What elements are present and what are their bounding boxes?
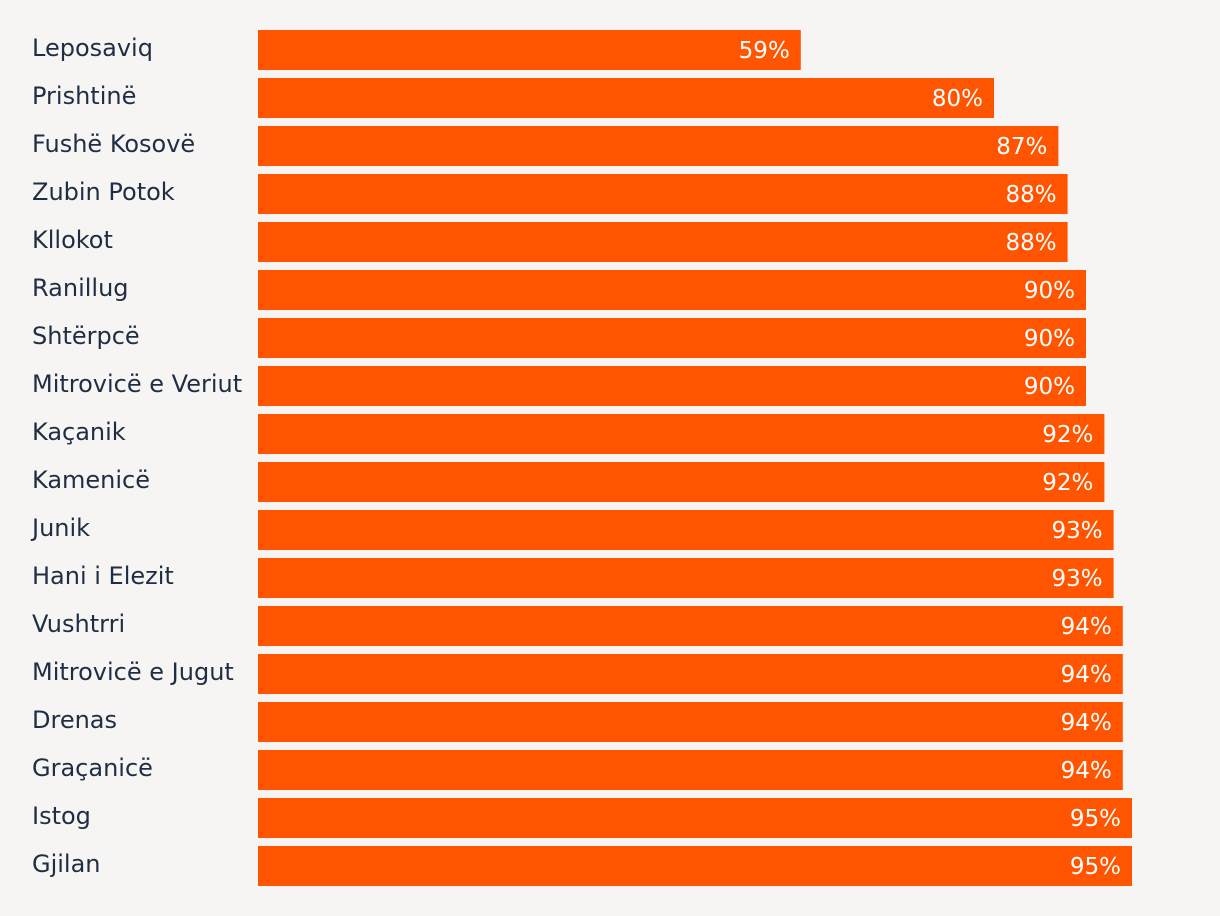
value-label: 59% <box>739 38 790 64</box>
category-label: Kllokot <box>32 226 113 254</box>
value-label: 94% <box>1061 758 1112 784</box>
category-label: Kaçanik <box>32 418 126 446</box>
value-label: 95% <box>1070 806 1121 832</box>
value-label: 92% <box>1042 422 1093 448</box>
value-label: 94% <box>1061 710 1112 736</box>
value-label: 94% <box>1061 662 1112 688</box>
category-label: Kamenicë <box>32 466 150 494</box>
bar <box>258 510 1114 550</box>
category-label: Prishtinë <box>32 82 136 110</box>
value-label: 93% <box>1051 566 1102 592</box>
value-label: 90% <box>1024 326 1075 352</box>
bar <box>258 126 1059 166</box>
bar <box>258 78 994 118</box>
value-label: 80% <box>932 86 983 112</box>
category-label: Vushtrri <box>32 610 125 638</box>
category-label: Junik <box>30 514 90 542</box>
category-label: Graçanicë <box>32 754 153 782</box>
value-label: 90% <box>1024 278 1075 304</box>
value-labels-layer: 59% 80% 87% 88% 88% 90% 90% 90% 92% 92% 93% 93% 94% 9… <box>739 38 1121 880</box>
category-label: Zubin Potok <box>32 178 175 206</box>
bar <box>258 798 1132 838</box>
category-label: Fushë Kosovë <box>32 130 195 158</box>
value-label: 88% <box>1005 182 1056 208</box>
category-label: Mitrovicë e Jugut <box>32 658 234 686</box>
value-label: 88% <box>1005 230 1056 256</box>
bar <box>258 654 1123 694</box>
bar <box>258 318 1086 358</box>
category-label: Ranillug <box>32 274 129 302</box>
category-label: Istog <box>32 802 91 830</box>
value-label: 87% <box>996 134 1047 160</box>
bar <box>258 174 1068 214</box>
category-label: Drenas <box>32 706 117 734</box>
bar <box>258 30 801 70</box>
bar <box>258 414 1105 454</box>
bar <box>258 462 1105 502</box>
value-label: 93% <box>1051 518 1102 544</box>
bar <box>258 702 1123 742</box>
value-label: 95% <box>1070 854 1121 880</box>
category-label: Shtërpcë <box>32 322 140 350</box>
value-label: 90% <box>1024 374 1075 400</box>
bar <box>258 606 1123 646</box>
bar <box>258 222 1068 262</box>
category-labels-layer: Leposaviq Prishtinë Fushë Kosovë Zubin Poto… <box>30 34 242 878</box>
bar <box>258 846 1132 886</box>
category-label: Leposaviq <box>32 34 153 62</box>
bar <box>258 750 1123 790</box>
bar <box>258 366 1086 406</box>
bars-layer <box>258 30 1132 886</box>
bar <box>258 270 1086 310</box>
category-label: Hani i Elezit <box>32 562 174 590</box>
category-label: Mitrovicë e Veriut <box>32 370 242 398</box>
value-label: 94% <box>1061 614 1112 640</box>
bar <box>258 558 1114 598</box>
value-label: 92% <box>1042 470 1093 496</box>
category-label: Gjilan <box>32 850 101 878</box>
